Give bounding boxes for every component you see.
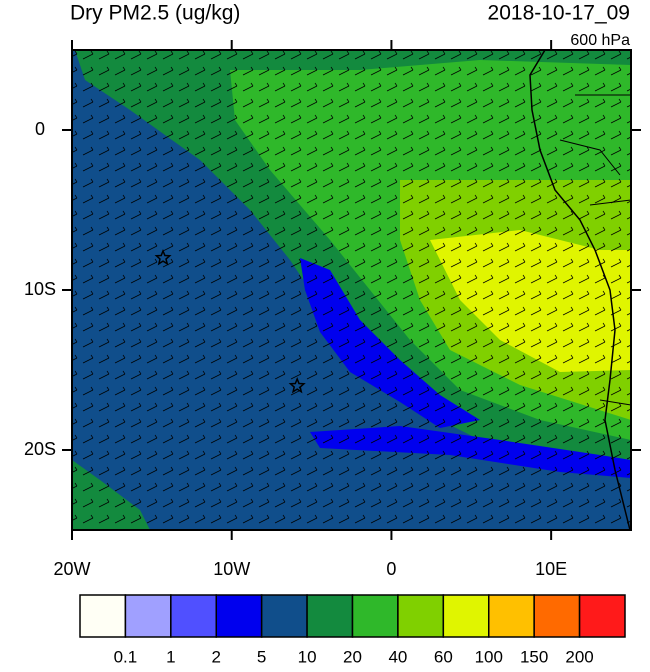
x-tick-label: 10E [535, 559, 567, 579]
valid-time: 2018-10-17_09 [488, 2, 630, 25]
x-tick-label: 0 [386, 559, 396, 579]
colorbar-label: 5 [257, 647, 266, 666]
colorbar-box [442, 594, 490, 638]
wind-barbs [72, 50, 631, 530]
colorbar-box [215, 594, 263, 638]
colorbar-label: 150 [520, 647, 548, 666]
colorbar-label: 40 [388, 647, 407, 666]
colorbar-box [306, 594, 354, 638]
colorbar-box [124, 594, 172, 638]
level: 600 hPa [570, 32, 630, 49]
colorbar-box [488, 594, 535, 638]
x-tick-label: 20W [53, 559, 90, 579]
colorbar-box [578, 594, 626, 638]
colorbar-box [351, 594, 399, 638]
y-tick-label: 20S [24, 439, 56, 459]
colorbar-box [170, 594, 217, 638]
coastline [529, 50, 631, 530]
y-tick-label: 0 [35, 119, 45, 139]
title: Dry PM2.5 (ug/kg) [70, 2, 240, 25]
station [154, 249, 172, 266]
colorbar-label: 100 [475, 647, 503, 666]
station [288, 377, 306, 394]
colorbar-label: 0.1 [114, 647, 138, 666]
borders [559, 94, 631, 406]
colorbar-label: 2 [212, 647, 221, 666]
colorbar-label: 10 [298, 647, 317, 666]
colorbar-label: 200 [565, 647, 593, 666]
colorbar-box [397, 594, 445, 638]
colorbar-box [260, 594, 308, 638]
colorbar-label: 1 [166, 647, 175, 666]
y-tick-label: 10S [24, 279, 56, 299]
field [72, 50, 631, 530]
colorbar-label: 60 [434, 647, 453, 666]
colorbar-label: 20 [343, 647, 362, 666]
colorbar-box [533, 594, 581, 638]
x-tick-label: 10W [213, 559, 250, 579]
colorbar-box [79, 594, 127, 638]
